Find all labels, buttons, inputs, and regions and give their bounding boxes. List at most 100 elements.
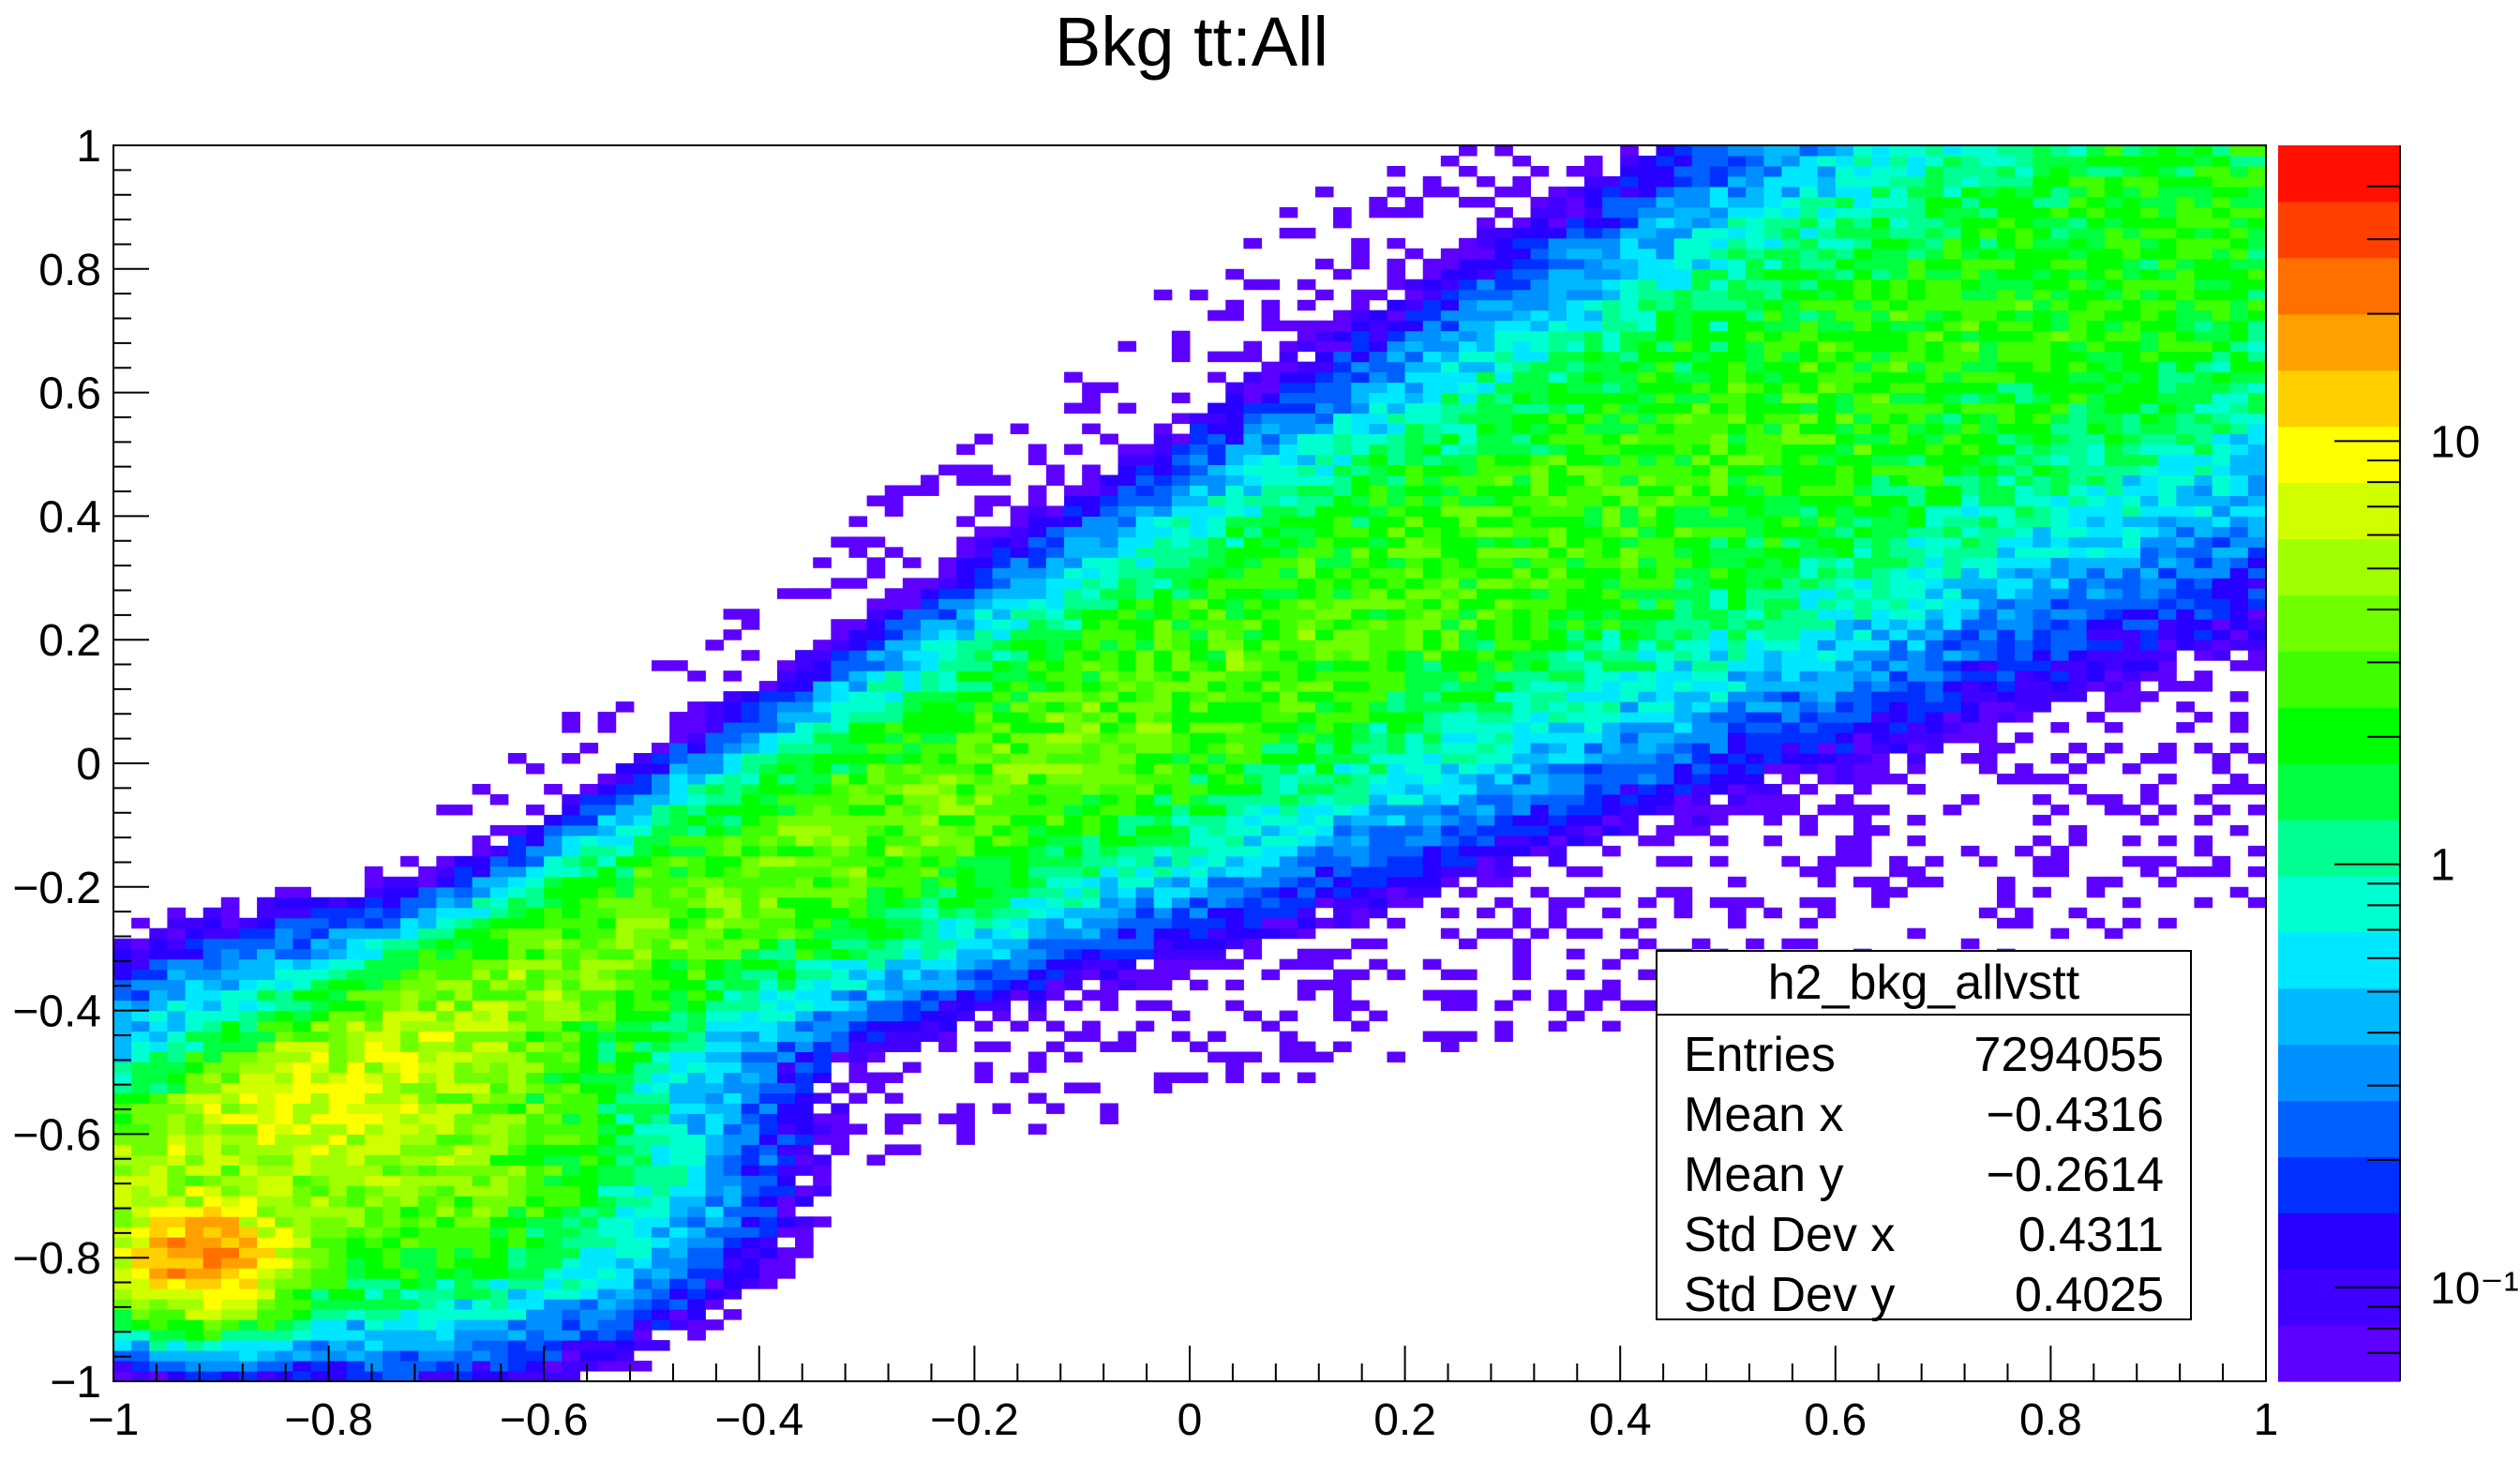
heatmap-cell [113, 1113, 132, 1124]
heatmap-cell [1118, 948, 1137, 960]
heatmap-cell [1118, 588, 1137, 599]
heatmap-cell [776, 876, 796, 888]
heatmap-cell [1225, 1000, 1244, 1012]
heatmap-cell [364, 1072, 383, 1083]
heatmap-cell [436, 979, 456, 991]
heatmap-cell [328, 1092, 348, 1104]
heatmap-cell [776, 1268, 796, 1279]
heatmap-cell [526, 866, 545, 878]
heatmap-cell [436, 1185, 456, 1197]
heatmap-cell [526, 1072, 545, 1083]
heatmap-cell [1494, 227, 1513, 239]
heatmap-cell [418, 1175, 437, 1186]
heatmap-cell [776, 1196, 796, 1207]
heatmap-cell [167, 917, 187, 929]
heatmap-cell [1566, 598, 1585, 610]
heatmap-cell [1118, 886, 1137, 898]
heatmap-cell [652, 1206, 670, 1217]
heatmap-cell [848, 979, 868, 991]
heatmap-cell [723, 773, 742, 785]
heatmap-cell [1369, 196, 1388, 208]
heatmap-cell [1566, 485, 1585, 496]
heatmap-cell [131, 1206, 150, 1217]
heatmap-cell [1028, 1092, 1047, 1104]
heatmap-cell [884, 629, 904, 640]
heatmap-cell [1404, 444, 1424, 455]
heatmap-cell [364, 1288, 383, 1300]
heatmap-cell [1566, 712, 1585, 723]
heatmap-cell [723, 866, 742, 878]
heatmap-cell [776, 927, 796, 940]
heatmap-cell [1082, 629, 1101, 640]
heatmap-cell [1171, 660, 1191, 671]
heatmap-cell [758, 732, 778, 744]
heatmap-cell [1028, 866, 1047, 878]
heatmap-cell [1440, 835, 1460, 847]
heatmap-cell [562, 814, 580, 826]
heatmap-cell [687, 1227, 706, 1238]
heatmap-cell [687, 886, 706, 898]
heatmap-cell [1459, 547, 1478, 558]
heatmap-cell [1333, 505, 1352, 517]
heatmap-cell [1100, 485, 1118, 496]
heatmap-cell [1548, 454, 1568, 465]
heatmap-cell [1243, 382, 1263, 394]
heatmap-cell [1638, 423, 1657, 435]
heatmap-cell [544, 835, 562, 847]
heatmap-cell [1243, 712, 1263, 723]
heatmap-cell [813, 845, 832, 857]
heatmap-cell [938, 783, 957, 795]
heatmap-cell [1028, 485, 1047, 496]
heatmap-cell [1548, 196, 1568, 208]
heatmap-cell [328, 938, 348, 950]
heatmap-cell [1351, 485, 1370, 496]
heatmap-cell [1404, 206, 1424, 218]
heatmap-cell [489, 1062, 509, 1073]
heatmap-cell [1477, 464, 1495, 475]
heatmap-cell [1190, 876, 1208, 888]
heatmap-cell [149, 1165, 168, 1176]
heatmap-cell [1369, 835, 1388, 847]
heatmap-cell [220, 1361, 240, 1372]
heatmap-cell [489, 938, 509, 950]
heatmap-cell [938, 979, 957, 991]
heatmap-cell [562, 1134, 580, 1145]
heatmap-cell [185, 1051, 204, 1063]
heatmap-cell [1566, 660, 1585, 671]
heatmap-cell [1243, 485, 1263, 496]
heatmap-cell [992, 609, 1012, 620]
heatmap-cell [1512, 340, 1532, 353]
heatmap-cell [921, 1010, 939, 1022]
heatmap-cell [795, 958, 814, 971]
heatmap-cell [1369, 629, 1388, 640]
heatmap-cell [1530, 258, 1550, 270]
heatmap-cell [956, 1113, 975, 1124]
heatmap-cell [1225, 773, 1244, 785]
heatmap-cell [1638, 299, 1657, 311]
heatmap-cell [1566, 536, 1585, 548]
heatmap-cell [1440, 547, 1460, 558]
heatmap-cell [992, 650, 1012, 661]
heatmap-cell [579, 835, 599, 847]
heatmap-cell [1297, 474, 1316, 486]
heatmap-cell [1512, 351, 1532, 363]
heatmap-cell [220, 1371, 240, 1382]
heatmap-cell [1314, 371, 1334, 384]
heatmap-cell [938, 660, 957, 671]
heatmap-cell [1314, 382, 1334, 394]
heatmap-cell [992, 732, 1012, 744]
heatmap-cell [292, 1299, 311, 1310]
heatmap-cell [597, 1227, 617, 1238]
heatmap-cell [1297, 783, 1316, 795]
heatmap-cell [813, 753, 832, 764]
heatmap-cell [1620, 423, 1639, 435]
heatmap-cell [633, 1185, 652, 1197]
heatmap-cell [1082, 392, 1101, 404]
heatmap-cell [1243, 413, 1263, 425]
heatmap-cell [1422, 505, 1442, 517]
heatmap-cell [652, 1299, 670, 1310]
heatmap-cell [418, 1288, 437, 1300]
heatmap-cell [1100, 536, 1118, 548]
heatmap-cell [1082, 804, 1101, 816]
heatmap-cell [1566, 619, 1585, 630]
